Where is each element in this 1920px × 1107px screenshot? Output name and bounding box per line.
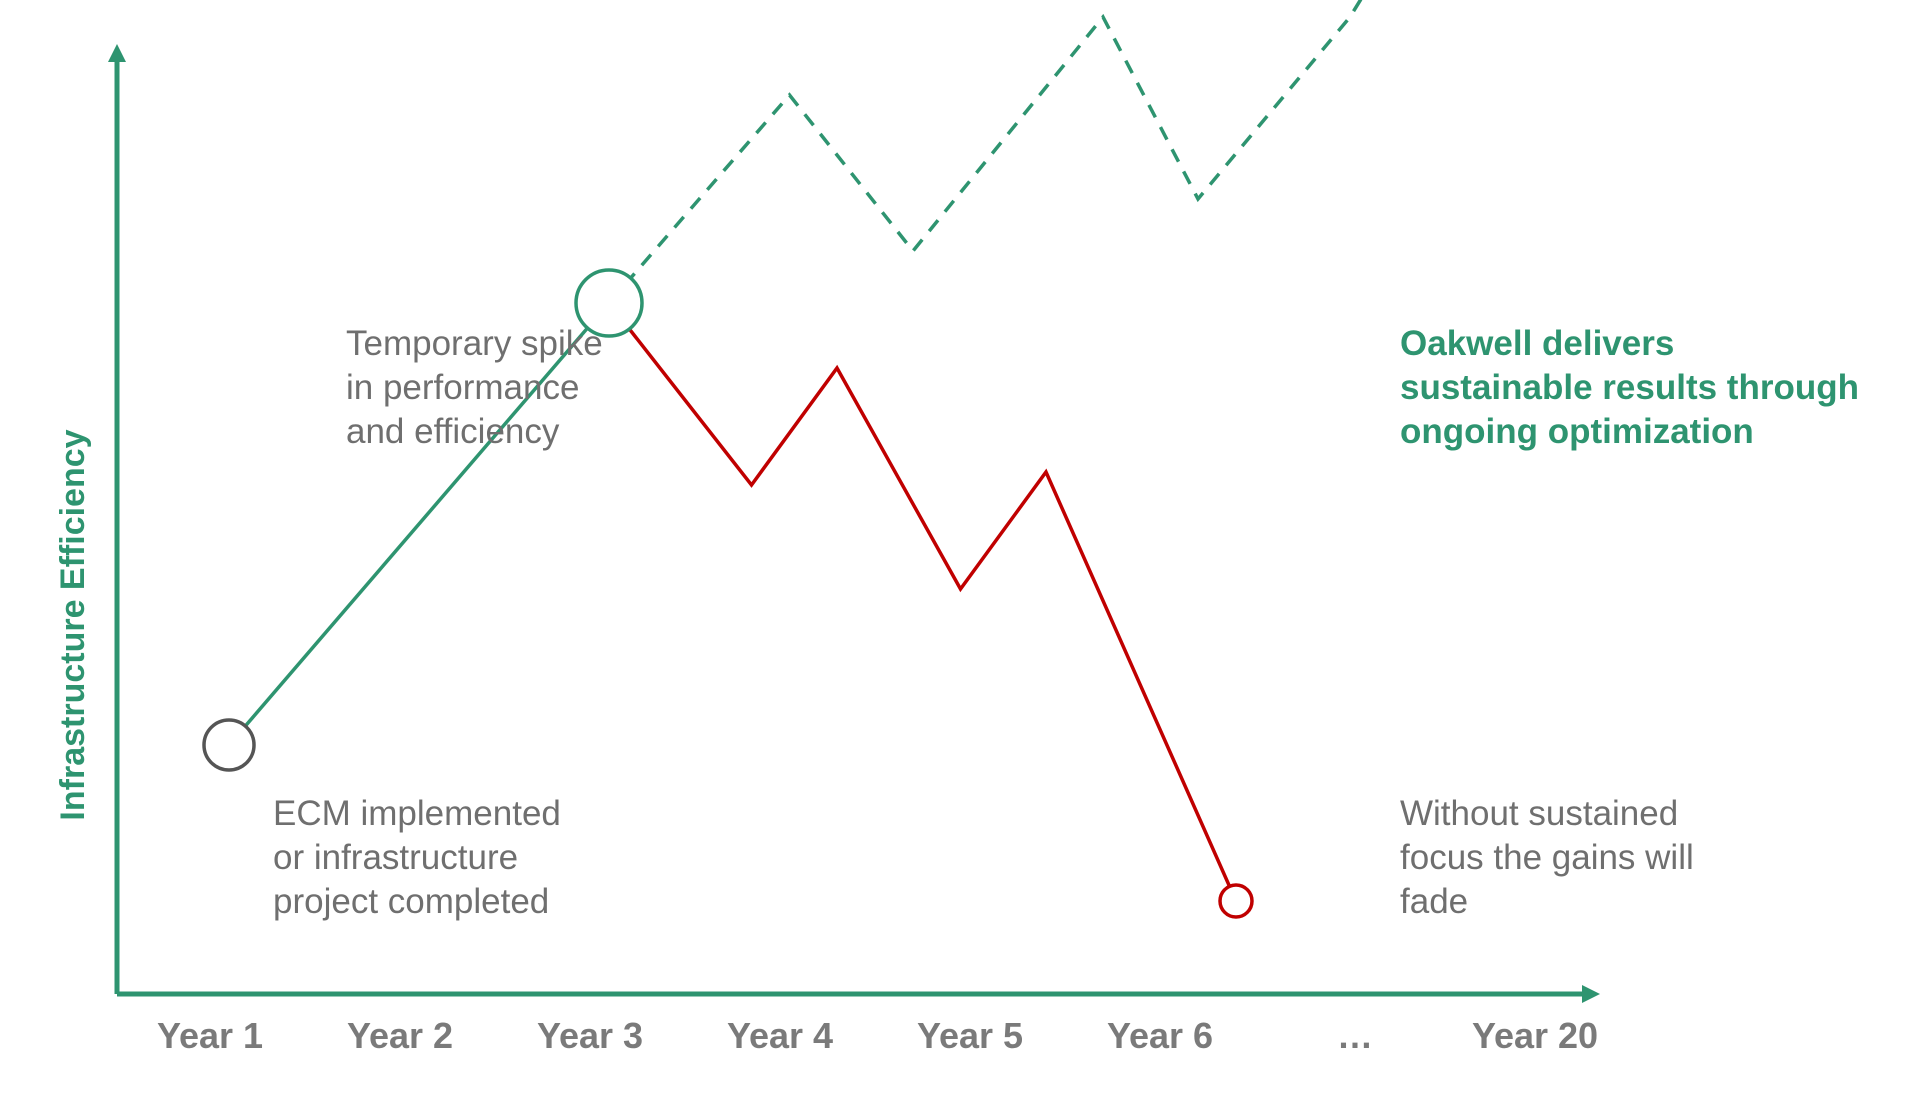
series-line-baseline bbox=[227, 301, 611, 747]
marker-spike bbox=[574, 268, 644, 338]
x-tick-label: Year 5 bbox=[917, 1015, 1023, 1056]
x-tick-label: Year 20 bbox=[1472, 1015, 1598, 1056]
x-tick-label: Year 4 bbox=[727, 1015, 833, 1056]
annotation-sustained: Oakwell delivers sustainable results thr… bbox=[1400, 324, 1859, 451]
marker-layer bbox=[202, 268, 1254, 919]
series-line-fade bbox=[607, 301, 1238, 902]
x-tick-label: Year 2 bbox=[347, 1015, 453, 1056]
x-axis-ticks: Year 1 Year 2 Year 3 Year 4 Year 5 Year 6 … Yea… bbox=[157, 1015, 1598, 1056]
chart-axes bbox=[108, 44, 1600, 1003]
x-tick-label: Year 3 bbox=[537, 1015, 643, 1056]
marker-fade-end bbox=[1218, 883, 1254, 919]
y-axis-arrowhead bbox=[108, 44, 126, 62]
annotation-spike: Temporary spike in performance and effic… bbox=[346, 324, 603, 451]
y-axis-label: Infrastructure Efficiency bbox=[54, 429, 92, 820]
series-layer bbox=[227, 0, 1363, 902]
x-tick-label: Year 6 bbox=[1107, 1015, 1213, 1056]
annotation-start: ECM implemented or infrastructure projec… bbox=[273, 794, 561, 921]
x-tick-label: Year 1 bbox=[157, 1015, 263, 1056]
series-line-sustained bbox=[607, 0, 1363, 305]
x-tick-label: … bbox=[1337, 1015, 1373, 1056]
x-axis-arrowhead bbox=[1582, 985, 1600, 1003]
marker-start bbox=[202, 718, 256, 772]
annotation-fade: Without sustained focus the gains will f… bbox=[1400, 794, 1694, 921]
